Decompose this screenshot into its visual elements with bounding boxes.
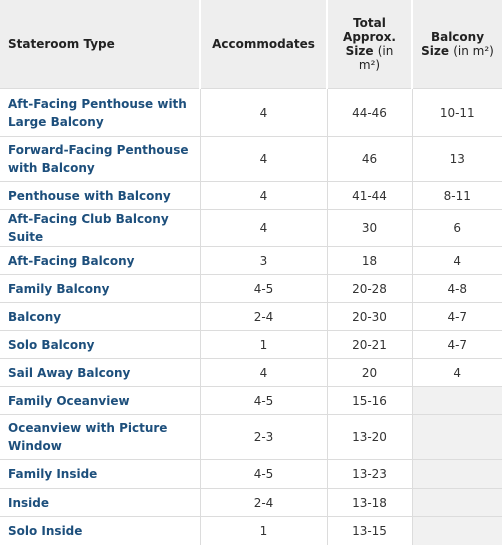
header-note: (in m²) — [453, 44, 494, 58]
stateroom-type: Solo Inside — [0, 516, 200, 545]
table-cell: 10-11 — [411, 88, 502, 137]
table-row: Solo Balcony 1 20-21 4-7 — [0, 330, 502, 359]
table-cell: 13-15 — [326, 516, 412, 545]
header-title: Balcony Size — [421, 30, 485, 58]
header-title: Accommodates — [212, 37, 315, 51]
table-cell — [411, 459, 502, 489]
table-cell: 4 — [199, 181, 327, 210]
stateroom-type: Penthouse with Balcony — [0, 181, 200, 210]
stateroom-type: Family Inside — [0, 459, 200, 489]
table-cell: 2-4 — [199, 302, 327, 331]
table-row: Family Balcony 4-5 20-28 4-8 — [0, 274, 502, 303]
table-cell: 4-5 — [199, 386, 327, 415]
table-row: Family Oceanview 4-5 15-16 — [0, 386, 502, 415]
table-cell: 3 — [199, 246, 327, 275]
stateroom-type: Family Oceanview — [0, 386, 200, 415]
header-cell: Total Approx. Size (in m²) — [326, 0, 412, 89]
table-row: Oceanview with Picture Window 2-3 13-20 — [0, 414, 502, 460]
table-row: Sail Away Balcony 4 20 4 — [0, 358, 502, 387]
stateroom-type: Balcony — [0, 302, 200, 331]
table-cell: 4 — [411, 358, 502, 387]
header-cell: Balcony Size (in m²) — [411, 0, 502, 89]
table-cell: 4-7 — [411, 302, 502, 331]
table-cell: 20-30 — [326, 302, 412, 331]
table-cell: 8-11 — [411, 181, 502, 210]
table-cell: 44-46 — [326, 88, 412, 137]
header-title: Stateroom Type — [8, 37, 115, 51]
stateroom-type: Aft-Facing Penthouse with Large Balcony — [0, 88, 200, 137]
table-cell: 6 — [411, 209, 502, 247]
table-row: Forward-Facing Penthouse with Balcony 4 46… — [0, 136, 502, 182]
stateroom-type: Aft-Facing Balcony — [0, 246, 200, 275]
table-cell: 15-16 — [326, 386, 412, 415]
table-cell: 4 — [411, 246, 502, 275]
table-row: Inside 2-4 13-18 — [0, 488, 502, 517]
header-row: Stateroom Type Accommodates Total Approx. … — [0, 0, 502, 89]
table-cell: 13 — [411, 136, 502, 182]
table-cell: 30 — [326, 209, 412, 247]
table-cell: 20 — [326, 358, 412, 387]
table-cell: 4 — [199, 209, 327, 247]
table-row: Penthouse with Balcony 4 41-44 8-11 — [0, 181, 502, 210]
table-cell: 13-18 — [326, 488, 412, 517]
table-cell: 41-44 — [326, 181, 412, 210]
stateroom-type: Forward-Facing Penthouse with Balcony — [0, 136, 200, 182]
table-cell: 1 — [199, 516, 327, 545]
table-row: Balcony 2-4 20-30 4-7 — [0, 302, 502, 331]
stateroom-type: Inside — [0, 488, 200, 517]
stateroom-type: Family Balcony — [0, 274, 200, 303]
table-row: Aft-Facing Balcony 3 18 4 — [0, 246, 502, 275]
table-row: Family Inside 4-5 13-23 — [0, 459, 502, 489]
table-cell — [411, 414, 502, 460]
table-cell: 1 — [199, 330, 327, 359]
table-cell: 46 — [326, 136, 412, 182]
table-cell: 20-28 — [326, 274, 412, 303]
table-row: Aft-Facing Penthouse with Large Balcony 4… — [0, 88, 502, 137]
table-cell: 2-3 — [199, 414, 327, 460]
table-cell: 20-21 — [326, 330, 412, 359]
table-cell — [411, 386, 502, 415]
table-cell: 18 — [326, 246, 412, 275]
stateroom-type: Sail Away Balcony — [0, 358, 200, 387]
header-cell: Stateroom Type — [0, 0, 200, 89]
table-body: Aft-Facing Penthouse with Large Balcony 4… — [0, 88, 502, 545]
table-cell — [411, 488, 502, 517]
table-cell — [411, 516, 502, 545]
stateroom-type: Aft-Facing Club Balcony Suite — [0, 209, 200, 247]
table-row: Aft-Facing Club Balcony Suite 4 30 6 — [0, 209, 502, 247]
table-cell: 4-8 — [411, 274, 502, 303]
table-cell: 4-7 — [411, 330, 502, 359]
header-title: Total Approx. Size — [343, 16, 396, 58]
table-cell: 4-5 — [199, 274, 327, 303]
table-cell: 4 — [199, 136, 327, 182]
stateroom-type: Oceanview with Picture Window — [0, 414, 200, 460]
table-cell: 4 — [199, 88, 327, 137]
table-cell: 4-5 — [199, 459, 327, 489]
table-cell: 13-20 — [326, 414, 412, 460]
header-note: (in m²) — [358, 44, 394, 72]
table-row: Solo Inside 1 13-15 — [0, 516, 502, 545]
stateroom-type: Solo Balcony — [0, 330, 200, 359]
table-cell: 4 — [199, 358, 327, 387]
table-cell: 2-4 — [199, 488, 327, 517]
table-cell: 13-23 — [326, 459, 412, 489]
header-cell: Accommodates — [199, 0, 327, 89]
